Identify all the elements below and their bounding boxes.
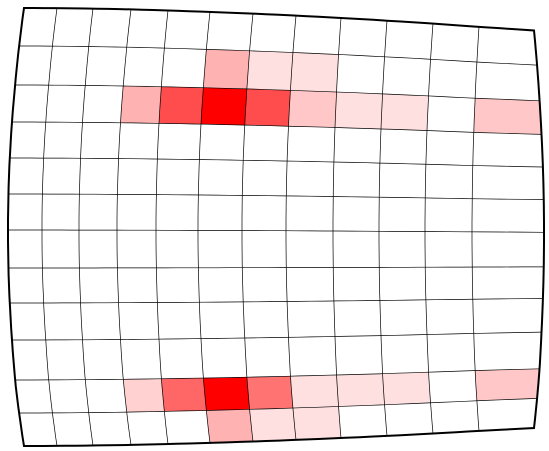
heat-cell xyxy=(381,93,429,131)
heat-cell xyxy=(336,373,385,407)
meridian-line xyxy=(116,9,132,445)
heat-cell xyxy=(203,49,250,89)
meridian-line xyxy=(471,26,480,431)
heat-cell xyxy=(161,378,207,412)
graticule xyxy=(8,8,545,446)
parallel-line xyxy=(12,331,542,341)
heat-cell xyxy=(246,50,293,91)
heat-cell xyxy=(473,98,542,135)
meridian-line xyxy=(41,8,58,446)
heat-cell xyxy=(382,372,431,405)
heat-cell xyxy=(159,86,204,125)
meridian-line xyxy=(378,20,388,436)
meridian-line xyxy=(155,10,169,445)
heat-cell xyxy=(201,87,247,126)
heat-cell xyxy=(475,368,540,401)
heat-cell xyxy=(290,52,339,92)
heat-cells xyxy=(120,49,542,443)
parallel-line xyxy=(9,298,543,304)
heat-cell xyxy=(292,406,341,440)
parallel-line xyxy=(8,229,545,233)
parallel-line xyxy=(8,193,544,200)
heat-cell xyxy=(335,92,383,129)
heat-cell xyxy=(288,90,337,128)
meridian-line xyxy=(332,17,342,439)
heat-cell xyxy=(246,376,293,410)
meridian-line xyxy=(197,11,211,443)
heat-cell xyxy=(203,377,250,411)
meridian-line xyxy=(424,23,434,434)
map-border xyxy=(7,7,545,447)
meridian-line xyxy=(241,13,254,442)
heat-cell xyxy=(206,409,253,443)
heat-cell xyxy=(123,378,165,413)
meridian-line xyxy=(78,8,94,446)
parallel-line xyxy=(9,157,543,168)
map-outline xyxy=(7,7,545,447)
heat-cell xyxy=(249,408,296,442)
parallel-line xyxy=(8,266,544,269)
meridian-line xyxy=(285,15,297,440)
heat-cell xyxy=(290,375,339,408)
heat-cell xyxy=(244,88,291,127)
heat-cell xyxy=(120,86,162,124)
